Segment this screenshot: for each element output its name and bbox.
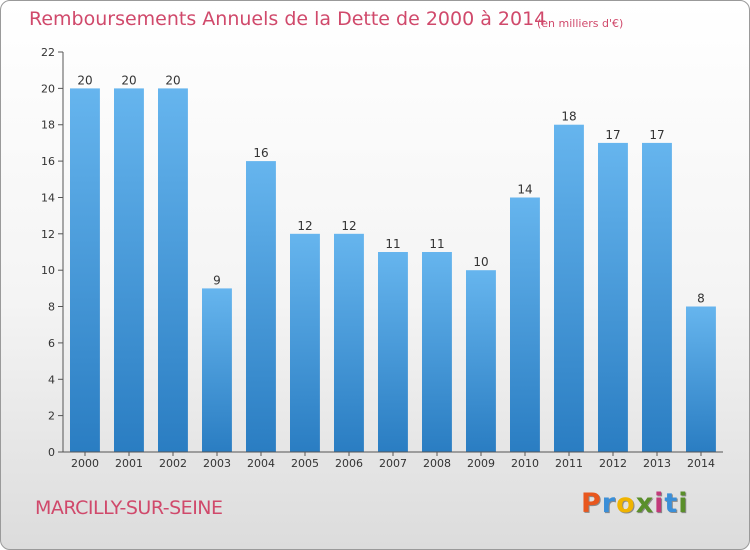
bar-2009 <box>466 270 496 452</box>
bar-2002 <box>158 88 188 453</box>
bar-2011 <box>554 124 584 452</box>
x-tick-label-2005: 2005 <box>291 457 319 470</box>
chart-unit-label: (en milliers d'€) <box>537 17 624 30</box>
bar-2006 <box>334 233 364 452</box>
y-tick-label-18: 18 <box>41 119 55 132</box>
value-label-2007: 11 <box>385 237 400 251</box>
bar-2012 <box>598 142 628 452</box>
value-label-2009: 10 <box>473 255 488 269</box>
value-label-2014: 8 <box>697 292 705 306</box>
value-label-2013: 17 <box>649 128 664 142</box>
value-label-2010: 14 <box>517 183 532 197</box>
value-label-2001: 20 <box>121 73 136 87</box>
bar-2007 <box>378 252 408 452</box>
y-tick-label-2: 2 <box>48 410 55 423</box>
bar-2014 <box>686 306 716 452</box>
x-tick-label-2000: 2000 <box>71 457 99 470</box>
bar-2000 <box>70 88 100 453</box>
x-tick-label-2010: 2010 <box>511 457 539 470</box>
value-label-2011: 18 <box>561 110 576 124</box>
labels-layer: 2020002020012020029200316200412200512200… <box>41 46 715 470</box>
y-tick-label-12: 12 <box>41 228 55 241</box>
y-tick-label-0: 0 <box>48 446 55 459</box>
x-tick-label-2006: 2006 <box>335 457 363 470</box>
y-tick-label-20: 20 <box>41 82 55 95</box>
bar-2013 <box>642 142 672 452</box>
bar-2008 <box>422 252 452 452</box>
value-label-2002: 20 <box>165 73 180 87</box>
bar-2003 <box>202 288 232 452</box>
x-tick-label-2009: 2009 <box>467 457 495 470</box>
value-label-2005: 12 <box>297 219 312 233</box>
x-tick-label-2013: 2013 <box>643 457 671 470</box>
y-tick-label-6: 6 <box>48 337 55 350</box>
y-tick-label-16: 16 <box>41 155 55 168</box>
value-label-2006: 12 <box>341 219 356 233</box>
value-label-2004: 16 <box>253 146 268 160</box>
value-label-2008: 11 <box>429 237 444 251</box>
x-tick-label-2014: 2014 <box>687 457 715 470</box>
x-tick-label-2012: 2012 <box>599 457 627 470</box>
chart-title: Remboursements Annuels de la Dette de 20… <box>29 8 547 30</box>
x-tick-label-2001: 2001 <box>115 457 143 470</box>
y-tick-label-8: 8 <box>48 301 55 314</box>
town-name: MARCILLY-SUR-SEINE <box>35 497 223 519</box>
bar-2010 <box>510 197 540 452</box>
x-tick-label-2008: 2008 <box>423 457 451 470</box>
bars-layer <box>70 88 716 453</box>
bar-2001 <box>114 88 144 453</box>
bar-2005 <box>290 233 320 452</box>
value-label-2003: 9 <box>213 273 221 287</box>
y-tick-label-10: 10 <box>41 264 55 277</box>
x-tick-label-2002: 2002 <box>159 457 187 470</box>
x-tick-label-2004: 2004 <box>247 457 275 470</box>
x-tick-label-2007: 2007 <box>379 457 407 470</box>
y-tick-label-14: 14 <box>41 192 55 205</box>
axes-layer <box>58 51 723 456</box>
proxiti-logo: Proxiti <box>581 488 689 519</box>
y-tick-label-4: 4 <box>48 373 55 386</box>
y-tick-label-22: 22 <box>41 46 55 59</box>
bar-2004 <box>246 161 276 452</box>
value-label-2012: 17 <box>605 128 620 142</box>
value-label-2000: 20 <box>77 73 92 87</box>
x-tick-label-2011: 2011 <box>555 457 583 470</box>
x-tick-label-2003: 2003 <box>203 457 231 470</box>
